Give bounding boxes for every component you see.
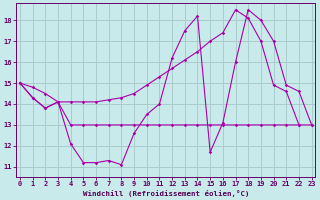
X-axis label: Windchill (Refroidissement éolien,°C): Windchill (Refroidissement éolien,°C) (83, 190, 249, 197)
